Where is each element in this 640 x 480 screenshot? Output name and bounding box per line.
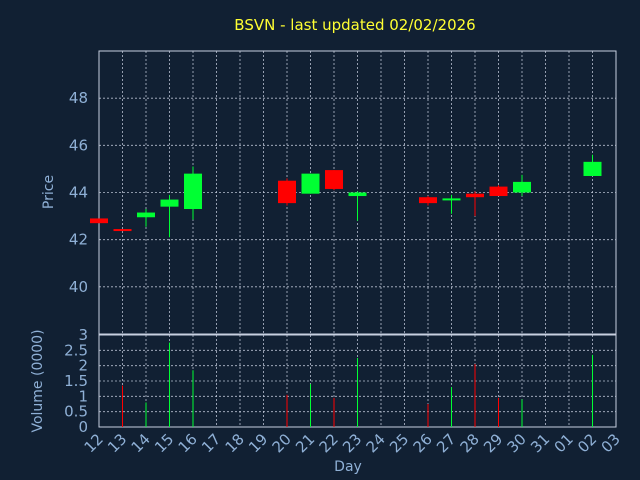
volume-tick-label: 3 [78,326,88,344]
candle-body [160,199,179,207]
volume-tick-label: 0 [78,418,88,436]
volume-tick-label: 0.5 [64,403,88,421]
price-axis-label: Price [41,175,57,209]
day-tick-label: 28 [457,430,483,456]
volume-axis-label: Volume (0000) [30,329,46,432]
day-tick-label: 02 [574,430,600,456]
day-axis-label: Day [334,459,362,475]
day-tick-label: 01 [551,430,577,456]
volume-tick-label: 2.5 [64,341,88,359]
day-tick-label: 15 [151,430,177,456]
price-tick-label: 46 [69,136,88,154]
candle-body [137,212,155,218]
candle-body [113,229,132,232]
day-tick-label: 19 [245,430,271,456]
candle-body [513,181,531,193]
day-tick-label: 25 [386,430,412,456]
chart-plot-layer: 404244464800.511.522.5312131415161718192… [64,50,624,456]
day-tick-label: 21 [292,430,318,456]
day-tick-label: 22 [316,430,342,456]
day-tick-label: 29 [480,430,506,456]
day-tick-label: 30 [504,430,530,456]
day-tick-label: 24 [363,430,389,456]
volume-tick-label: 2 [78,357,88,375]
price-tick-label: 44 [69,184,88,202]
day-tick-label: 18 [222,430,248,456]
candle-body [348,192,367,197]
volume-tick-label: 1 [78,387,88,405]
day-tick-label: 31 [527,430,553,456]
day-tick-label: 17 [198,430,224,456]
price-tick-label: 40 [69,278,88,296]
day-tick-label: 14 [128,430,154,456]
candle-body [466,193,484,198]
candle-body [184,173,202,210]
candle-body [301,173,320,194]
price-tick-label: 42 [69,231,88,249]
day-tick-label: 27 [433,430,459,456]
candle-body [442,198,461,201]
candle-body [325,170,343,189]
day-tick-label: 16 [175,430,201,456]
day-tick-label: 03 [598,430,624,456]
candle-body [489,186,508,197]
chart-title: BSVN - last updated 02/02/2026 [234,16,475,34]
candle-body [419,197,437,204]
day-tick-label: 23 [339,430,365,456]
day-tick-label: 26 [410,430,436,456]
day-tick-label: 20 [269,430,295,456]
price-tick-label: 48 [69,89,88,107]
volume-tick-label: 1.5 [64,372,88,390]
candle-body [583,161,602,176]
day-tick-label: 13 [104,430,130,456]
candle-body [90,218,108,224]
candle-body [278,180,296,204]
